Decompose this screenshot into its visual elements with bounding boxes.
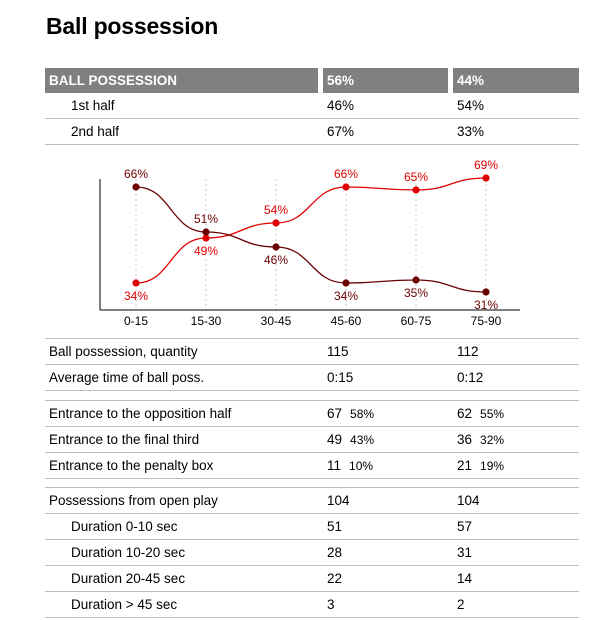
data-point — [132, 279, 140, 287]
x-tick-label: 75-90 — [471, 314, 502, 328]
team2-percent: 19% — [480, 459, 505, 473]
data-label: 66% — [334, 167, 358, 181]
team1-value: 3 — [327, 597, 335, 612]
data-label: 66% — [124, 167, 148, 181]
table-row: Duration 20-45 sec 22 14 — [45, 566, 579, 592]
data-label: 46% — [264, 253, 288, 267]
entrances-table: Entrance to the opposition half 67 58% 62… — [45, 400, 579, 479]
team1-value: 22 — [327, 571, 343, 586]
team1-percent: 58% — [350, 407, 375, 421]
team1-value: 46% — [327, 98, 355, 113]
team2-percent: 32% — [480, 433, 505, 447]
row-label: Duration 0-10 sec — [71, 519, 178, 534]
x-tick-label: 30-45 — [261, 314, 292, 328]
team2-percent: 55% — [480, 407, 505, 421]
table-row: Ball possession, quantity 115 112 — [45, 338, 579, 365]
data-point — [272, 219, 280, 227]
team2-value: 2 — [457, 597, 465, 612]
data-label: 34% — [334, 289, 358, 303]
header-label: BALL POSSESSION — [45, 68, 318, 93]
data-point — [342, 279, 350, 287]
series-line — [135, 177, 487, 284]
row-label: 2nd half — [71, 124, 120, 139]
row-label: Duration 10-20 sec — [71, 545, 186, 560]
team2-value: 54% — [457, 98, 485, 113]
team2-value: 104 — [457, 493, 480, 508]
x-tick-label: 60-75 — [401, 314, 432, 328]
x-tick-label: 15-30 — [191, 314, 222, 328]
table-header: BALL POSSESSION 56% 44% — [45, 68, 579, 93]
team1-percent: 43% — [350, 433, 375, 447]
table-row: Duration 10-20 sec 28 31 — [45, 540, 579, 566]
table-row: Possessions from open play 104 104 — [45, 487, 579, 514]
row-label: Entrance to the final third — [49, 432, 200, 447]
data-point — [342, 183, 350, 191]
team1-value: 28 — [327, 545, 343, 560]
data-point — [412, 276, 420, 284]
row-label: Possessions from open play — [49, 493, 218, 508]
row-label: Duration > 45 sec — [71, 597, 178, 612]
team2-value: 33% — [457, 124, 485, 139]
table-row: Entrance to the final third 49 43% 36 32% — [45, 427, 579, 453]
team2-value: 57 — [457, 519, 473, 534]
table-row: 2nd half 67% 33% — [45, 119, 579, 145]
team2-value: 0:12 — [457, 370, 484, 385]
team1-value: 11 — [327, 458, 342, 473]
possession-summary-table: BALL POSSESSION 56% 44% 1st half 46% 54%… — [45, 68, 579, 145]
team2-value: 112 — [457, 344, 479, 359]
header-team1: 56% — [323, 68, 448, 93]
header-team2: 44% — [453, 68, 579, 93]
table-row: Duration 0-10 sec 51 57 — [45, 514, 579, 540]
team1-value: 67 — [327, 406, 343, 421]
data-point — [412, 186, 420, 194]
possession-duration-table: Possessions from open play 104 104 Durat… — [45, 487, 579, 618]
team1-percent: 10% — [349, 459, 374, 473]
data-label: 31% — [474, 298, 498, 312]
data-label: 34% — [124, 289, 148, 303]
table-row: Duration > 45 sec 3 2 — [45, 592, 579, 618]
table-row: 1st half 46% 54% — [45, 93, 579, 119]
data-point — [202, 234, 210, 242]
row-label: Average time of ball poss. — [49, 370, 205, 385]
team1-value: 49 — [327, 432, 343, 447]
row-label: Entrance to the penalty box — [49, 458, 214, 473]
team1-value: 115 — [327, 344, 349, 359]
team2-value: 31 — [457, 545, 473, 560]
data-label: 69% — [474, 158, 498, 172]
row-label: Entrance to the opposition half — [49, 406, 232, 421]
data-label: 35% — [404, 286, 428, 300]
data-label: 49% — [194, 244, 218, 258]
x-tick-label: 45-60 — [331, 314, 362, 328]
team1-value: 51 — [327, 519, 343, 534]
page-title: Ball possession — [46, 13, 219, 39]
team1-value: 67% — [327, 124, 355, 139]
data-point — [272, 243, 280, 251]
data-point — [132, 183, 140, 191]
table-row: Average time of ball poss. 0:15 0:12 — [45, 365, 579, 391]
data-label: 54% — [264, 203, 288, 217]
team2-value: 14 — [457, 571, 473, 586]
data-point — [482, 288, 490, 296]
team1-value: 0:15 — [327, 370, 354, 385]
data-point — [482, 174, 490, 182]
team2-value: 62 — [457, 406, 473, 421]
data-label: 51% — [194, 212, 218, 226]
row-label: Ball possession, quantity — [49, 344, 198, 359]
row-label: 1st half — [71, 98, 115, 113]
x-tick-label: 0-15 — [124, 314, 148, 328]
data-label: 65% — [404, 170, 428, 184]
table-row: Entrance to the opposition half 67 58% 62… — [45, 400, 579, 427]
team1-value: 104 — [327, 493, 350, 508]
team2-value: 21 — [457, 458, 473, 473]
series-line — [135, 186, 487, 293]
possession-quantity-table: Ball possession, quantity 115 112 Averag… — [45, 338, 579, 391]
row-label: Duration 20-45 sec — [71, 571, 186, 586]
team2-value: 36 — [457, 432, 473, 447]
data-point — [202, 228, 210, 236]
table-row: Entrance to the penalty box 11 10% 21 19% — [45, 453, 579, 479]
